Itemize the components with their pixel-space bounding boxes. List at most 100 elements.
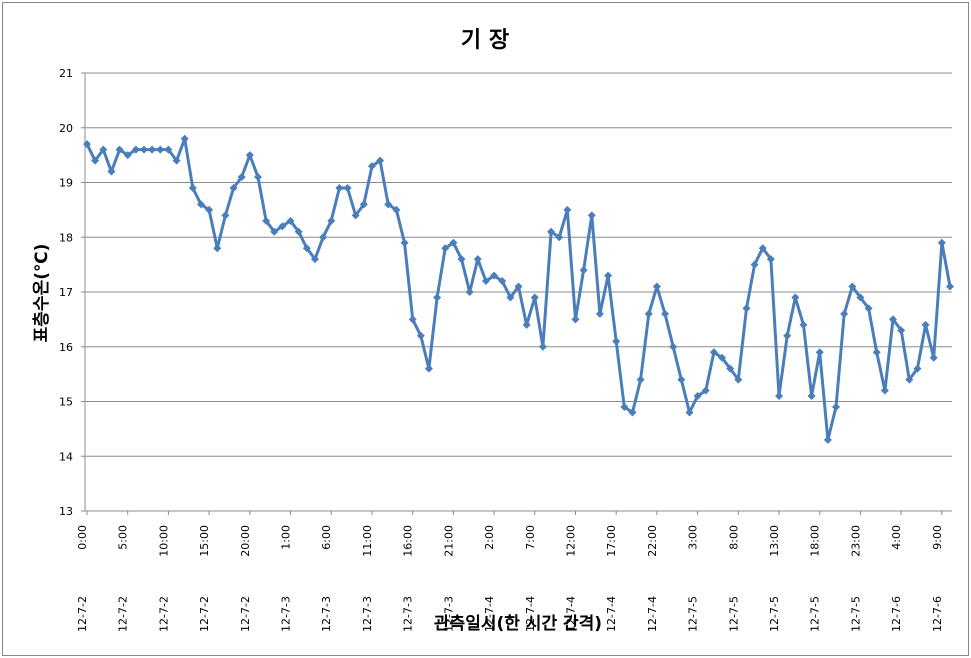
x-tick-date-label: 12-7-2 — [198, 596, 211, 632]
data-point — [319, 233, 328, 242]
x-tick-date-label: 12-7-6 — [931, 596, 944, 632]
chart-title: 기 장 — [461, 28, 509, 53]
data-point — [937, 238, 946, 247]
data-point — [636, 375, 645, 384]
x-tick-time-label: 15:00 — [198, 525, 211, 557]
data-point — [644, 309, 653, 318]
gridlines — [85, 72, 952, 457]
data-point — [661, 309, 670, 318]
data-point — [205, 205, 214, 214]
data-point — [424, 364, 433, 373]
data-point — [555, 233, 564, 242]
x-tick-date-label: 12-7-3 — [280, 596, 293, 632]
data-point — [604, 271, 613, 280]
x-tick-time-label: 16:00 — [402, 525, 415, 557]
data-point — [547, 227, 556, 236]
x-tick-date-label: 12-7-4 — [564, 596, 577, 632]
data-point — [270, 227, 279, 236]
data-point — [245, 151, 254, 160]
data-point — [83, 140, 91, 149]
x-tick-time-label: 22:00 — [646, 525, 659, 557]
data-point — [131, 145, 140, 154]
data-point — [897, 326, 906, 335]
data-point — [433, 293, 442, 302]
y-tick-label: 16 — [59, 341, 73, 354]
x-tick-time-label: 8:00 — [727, 525, 740, 550]
x-tick-date-label: 12-7-3 — [361, 596, 374, 632]
x-tick-date-label: 12-7-6 — [890, 596, 903, 632]
data-point — [628, 408, 637, 417]
data-point — [310, 255, 319, 264]
x-tick-date-label: 12-7-4 — [524, 596, 537, 632]
data-point — [652, 282, 661, 291]
data-point — [587, 211, 596, 220]
x-tick-time-label: 23:00 — [849, 525, 862, 557]
data-point — [856, 293, 865, 302]
x-axis-tick-labels: 12-7-2 0:00 12-7-2 5:00 12-7-2 10:00 12-7-2 15:… — [76, 525, 944, 632]
data-point — [848, 282, 857, 291]
x-tick-time-label: 21:00 — [442, 525, 455, 557]
data-point — [620, 402, 629, 411]
data-point — [107, 167, 116, 176]
data-point — [237, 173, 246, 182]
data-point — [718, 353, 727, 362]
x-tick-date-label: 12-7-5 — [809, 596, 822, 632]
x-tick-date-label: 12-7-4 — [646, 596, 659, 632]
x-tick-time-label: 1:00 — [280, 525, 293, 550]
data-point — [726, 364, 735, 373]
data-point — [408, 315, 417, 324]
data-point — [229, 183, 238, 192]
x-axis-title: 관측일시(한 시간 간격) — [434, 614, 602, 634]
data-point — [807, 392, 816, 401]
data-point — [538, 342, 547, 351]
data-point — [148, 145, 157, 154]
data-point — [758, 244, 767, 253]
data-point — [343, 183, 352, 192]
data-point — [180, 134, 189, 143]
data-point — [441, 244, 450, 253]
data-point — [766, 255, 775, 264]
x-tick-time-label: 5:00 — [117, 525, 130, 550]
x-tick-date-label: 12-7-5 — [849, 596, 862, 632]
data-point — [91, 156, 100, 165]
data-point — [115, 145, 124, 154]
data-point — [522, 320, 531, 329]
data-point — [139, 145, 148, 154]
data-point — [481, 277, 490, 286]
data-point — [579, 266, 588, 275]
data-point — [294, 227, 303, 236]
x-tick-date-label: 12-7-4 — [605, 596, 618, 632]
data-point — [742, 304, 751, 313]
data-point — [262, 216, 271, 225]
data-point — [213, 244, 222, 253]
data-point — [376, 156, 385, 165]
data-point — [709, 348, 718, 357]
data-point — [449, 238, 458, 247]
data-point — [595, 309, 604, 318]
data-point — [367, 162, 376, 171]
data-point — [823, 435, 832, 444]
x-tick-time-label: 4:00 — [890, 525, 903, 550]
data-point — [677, 375, 686, 384]
x-tick-time-label: 12:00 — [564, 525, 577, 557]
x-tick-time-label: 0:00 — [76, 525, 89, 550]
data-point — [335, 183, 344, 192]
x-tick-date-label: 12-7-5 — [727, 596, 740, 632]
data-point — [864, 304, 873, 313]
axes — [81, 72, 952, 515]
data-point — [783, 331, 792, 340]
x-tick-time-label: 10:00 — [157, 525, 170, 557]
x-tick-time-label: 17:00 — [605, 525, 618, 557]
data-point — [775, 392, 784, 401]
x-tick-time-label: 20:00 — [239, 525, 252, 557]
data-point — [465, 288, 474, 296]
x-tick-date-label: 12-7-4 — [483, 596, 496, 632]
x-tick-date-label: 12-7-2 — [239, 596, 252, 632]
data-point — [791, 293, 800, 302]
x-tick-date-label: 12-7-2 — [117, 596, 130, 632]
x-tick-time-label: 3:00 — [687, 525, 700, 550]
data-point — [840, 309, 849, 318]
data-point — [530, 293, 539, 302]
data-point — [563, 205, 572, 214]
data-point — [253, 173, 262, 182]
